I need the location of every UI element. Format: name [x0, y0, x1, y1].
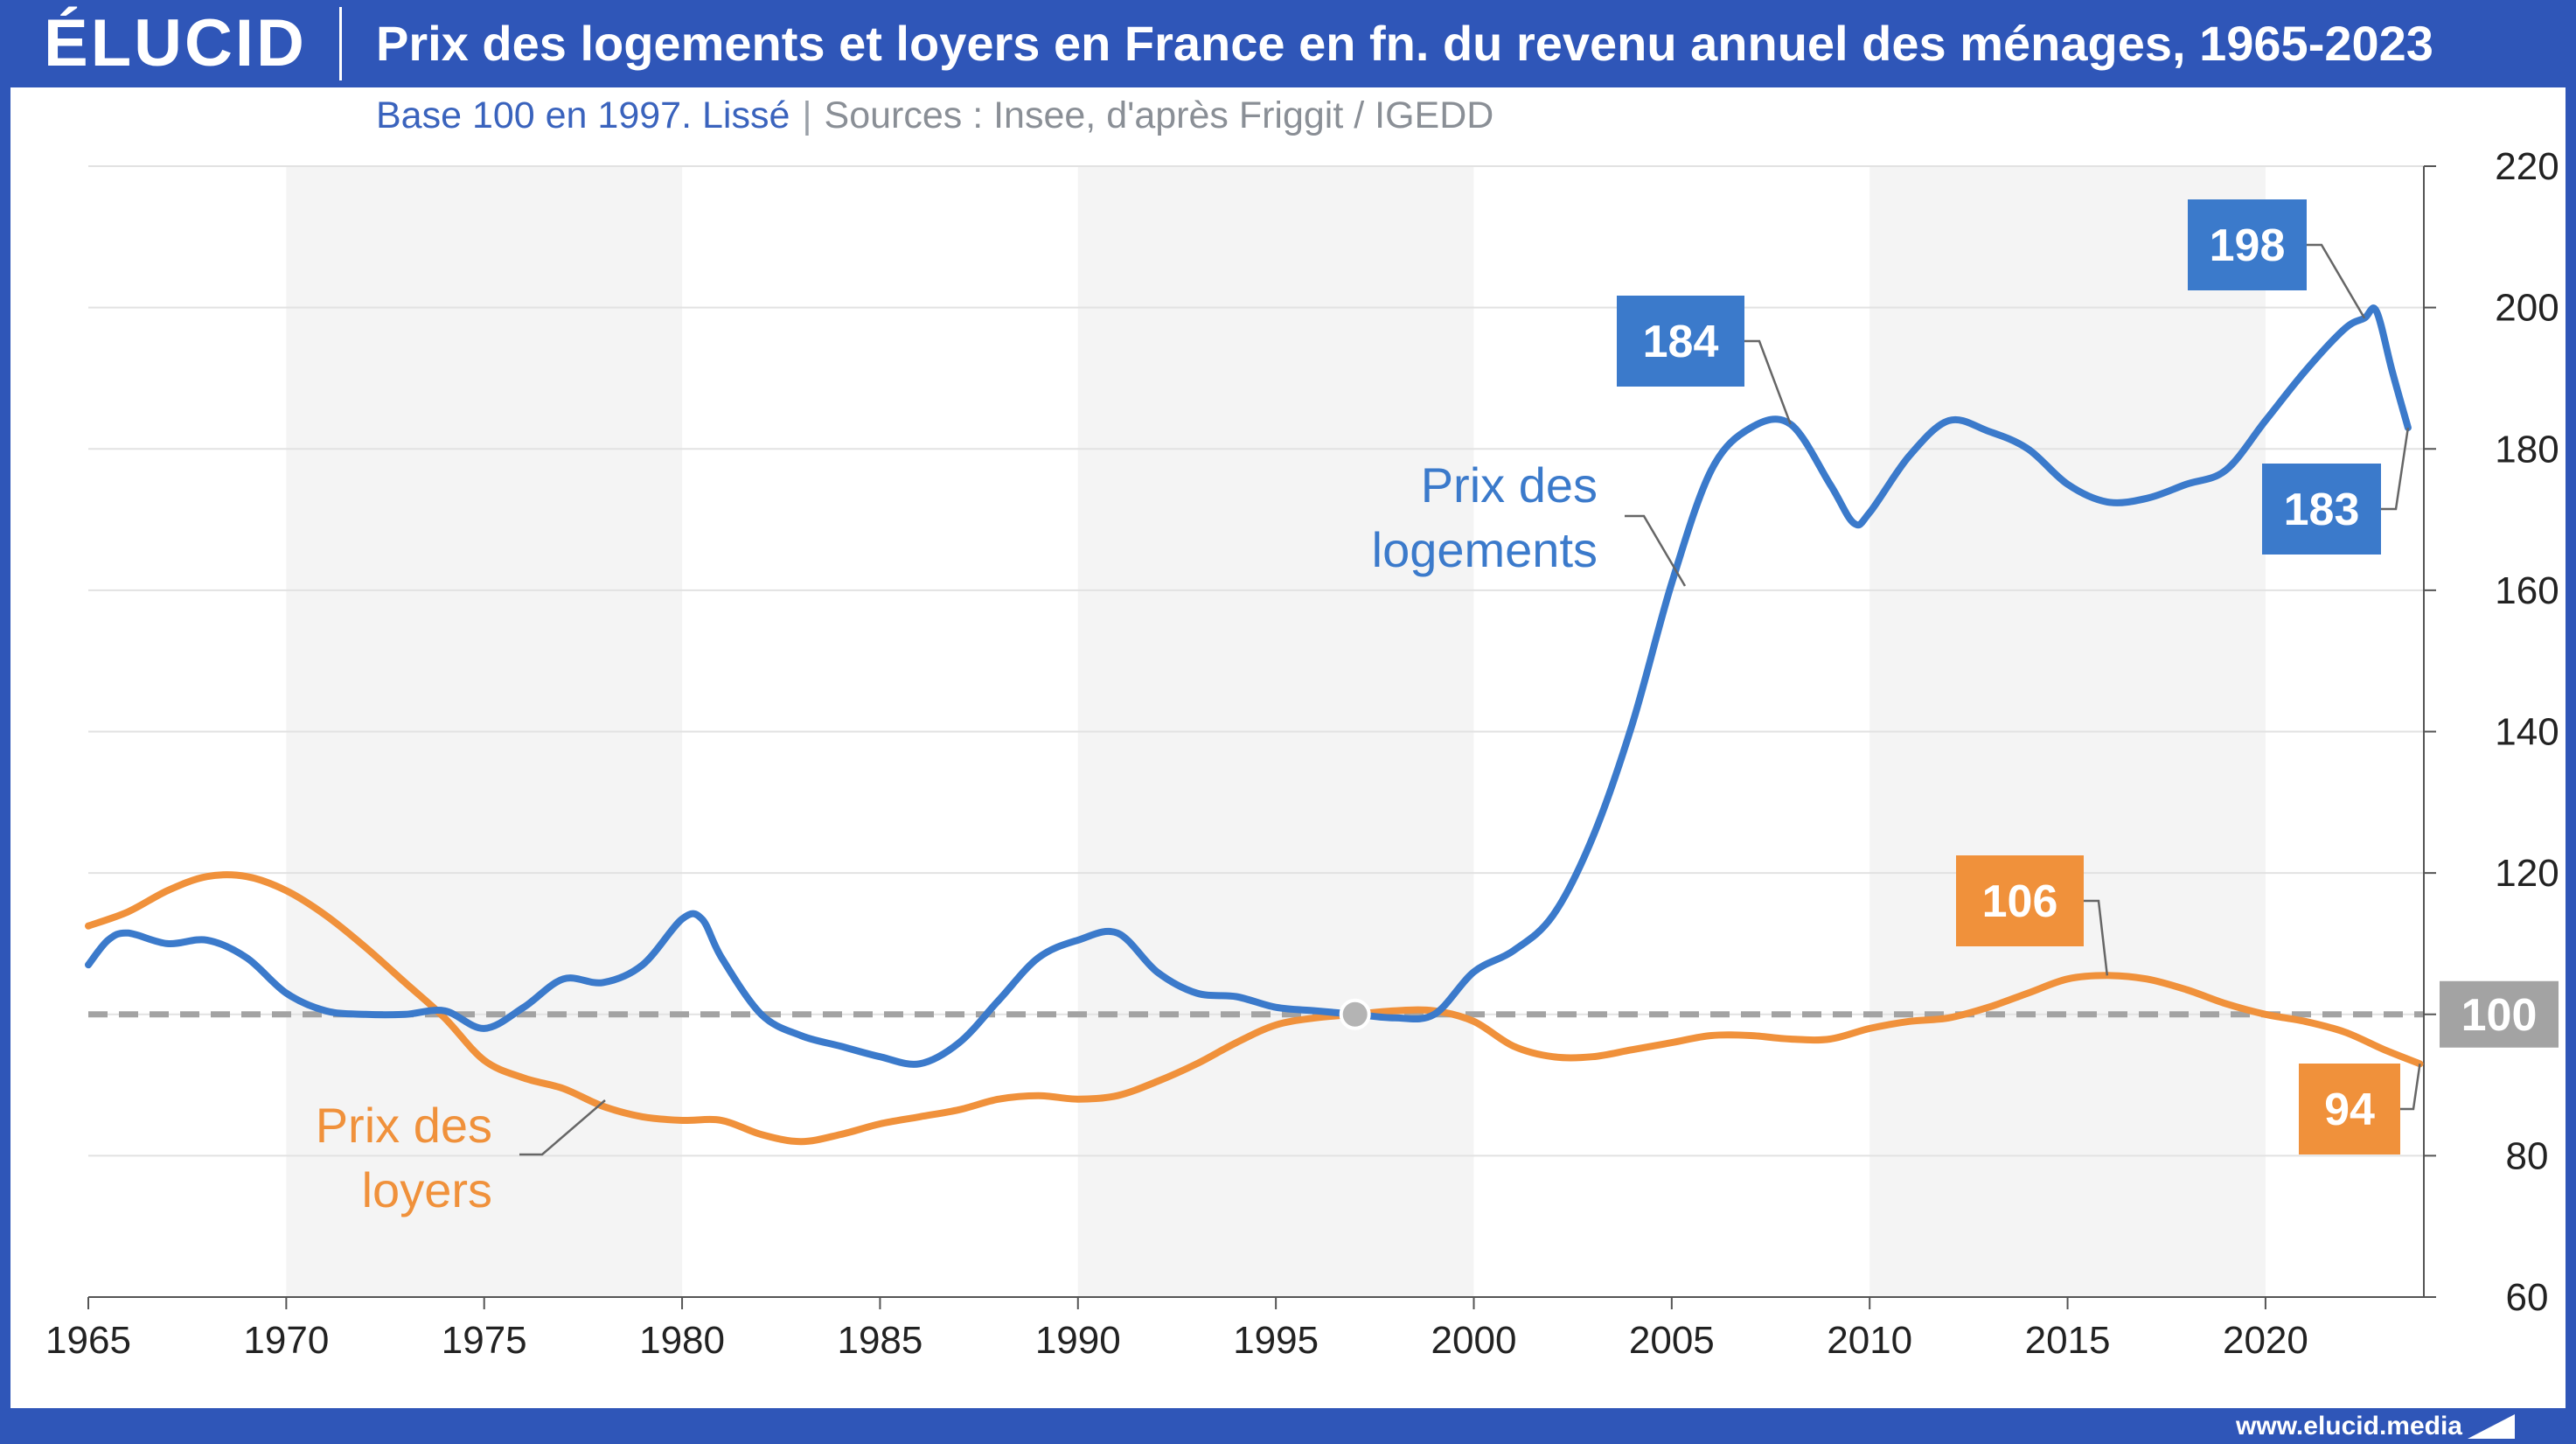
annotation-logements-1-badge	[2188, 199, 2307, 290]
chart-title: Prix des logements et loyers en France e…	[376, 16, 2433, 71]
series-label-loyers: Prix des loyers	[316, 1098, 606, 1217]
x-tick-label-1995: 1995	[1233, 1319, 1319, 1362]
series-label-loyers-leader	[519, 1099, 606, 1156]
series-label-logements-line-1: logements	[1372, 522, 1598, 577]
annotation-loyers-1-badge	[2299, 1064, 2400, 1155]
y-tick-label-200: 200	[2495, 287, 2559, 330]
annotation-logements-1-leader	[2307, 243, 2366, 319]
y-tick-label-80: 80	[2506, 1134, 2549, 1177]
annotation-logements-2: 183	[2262, 427, 2410, 555]
annotation-logements-2-leader	[2381, 427, 2410, 511]
y-tick-label-60: 60	[2506, 1276, 2549, 1319]
x-tick-label-1975: 1975	[442, 1319, 527, 1362]
series-label-logements-line-0: Prix des	[1421, 457, 1598, 513]
annotation-logements-0-label: 184	[1643, 317, 1719, 367]
y-tick-label-220: 220	[2495, 145, 2559, 188]
series-labels: Prix des logements Prix des loyers	[316, 457, 1687, 1217]
series-label-logements-leader	[1625, 514, 1687, 587]
annotation-logements-1-label: 198	[2210, 220, 2286, 271]
axes: 1965 1970 1975 1980 1985 1990 1995 2000 2005 2010…	[45, 145, 2559, 1362]
annotation-logements-1: 198	[2188, 199, 2366, 319]
y-tick-label-160: 160	[2495, 569, 2559, 612]
x-tick-label-1980: 1980	[639, 1319, 725, 1362]
annotation-loyers-0-badge	[1956, 855, 2084, 946]
chart-subtitle: Base 100 en 1997. Lissé | Sources : Insee,…	[376, 94, 1493, 137]
footer-logo-icon	[2468, 1414, 2515, 1439]
annotation-loyers-0: 106	[1956, 855, 2109, 976]
reference-badge-label: 100	[2461, 990, 2538, 1041]
x-tick-label-2005: 2005	[1629, 1319, 1715, 1362]
x-tick-label-1990: 1990	[1035, 1319, 1121, 1362]
series-label-loyers-line-0: Prix des	[316, 1098, 492, 1153]
subtitle-base: Base 100 en 1997. Lissé	[376, 94, 790, 136]
annotation-logements-0: 184	[1617, 296, 1792, 425]
subtitle-sources: Sources : Insee, d'après Friggit / IGEDD	[824, 94, 1494, 136]
x-tick-label-1965: 1965	[45, 1319, 131, 1362]
annotation-loyers-0-label: 106	[1982, 876, 2058, 927]
footer-url[interactable]: www.elucid.media	[2236, 1412, 2462, 1441]
series-label-logements: Prix des logements	[1372, 457, 1687, 587]
series-label-loyers-line-1: loyers	[362, 1162, 492, 1217]
annotation-logements-0-leader	[1744, 339, 1792, 425]
reference-line-group: 100	[88, 980, 2559, 1048]
series-lines	[85, 304, 2424, 1146]
footer-bar: www.elucid.media	[0, 1408, 2576, 1444]
annotation-logements-0-badge	[1617, 296, 1744, 387]
subtitle-separator: |	[802, 94, 812, 136]
series-line-loyers	[85, 871, 2424, 1146]
x-tick-label-2010: 2010	[1827, 1319, 1912, 1362]
x-tick-label-2000: 2000	[1431, 1319, 1517, 1362]
header-divider	[339, 7, 342, 80]
base-marker	[1339, 998, 1371, 1030]
y-tick-label-180: 180	[2495, 428, 2559, 471]
elucid-logo[interactable]: ÉLUCID	[44, 6, 307, 80]
header-bar: ÉLUCID Prix des logements et loyers en F…	[0, 0, 2576, 87]
annotation-loyers-1: 94	[2299, 1064, 2421, 1155]
x-tick-label-1985: 1985	[837, 1319, 922, 1362]
annotation-logements-2-label: 183	[2284, 485, 2360, 535]
annotation-logements-2-badge	[2262, 464, 2381, 555]
x-tick-label-1970: 1970	[243, 1319, 329, 1362]
y-tick-label-140: 140	[2495, 711, 2559, 754]
x-tick-label-2015: 2015	[2025, 1319, 2111, 1362]
reference-badge	[2440, 980, 2559, 1048]
x-tick-label-2020: 2020	[2223, 1319, 2308, 1362]
annotation-loyers-1-leader	[2400, 1064, 2421, 1111]
y-tick-label-120: 120	[2495, 852, 2559, 895]
series-line-logements	[85, 304, 2412, 1068]
annotation-loyers-1-label: 94	[2324, 1085, 2375, 1135]
annotations: 184 198 183 106 94	[1617, 199, 2421, 1155]
annotation-loyers-0-leader	[2084, 899, 2109, 976]
